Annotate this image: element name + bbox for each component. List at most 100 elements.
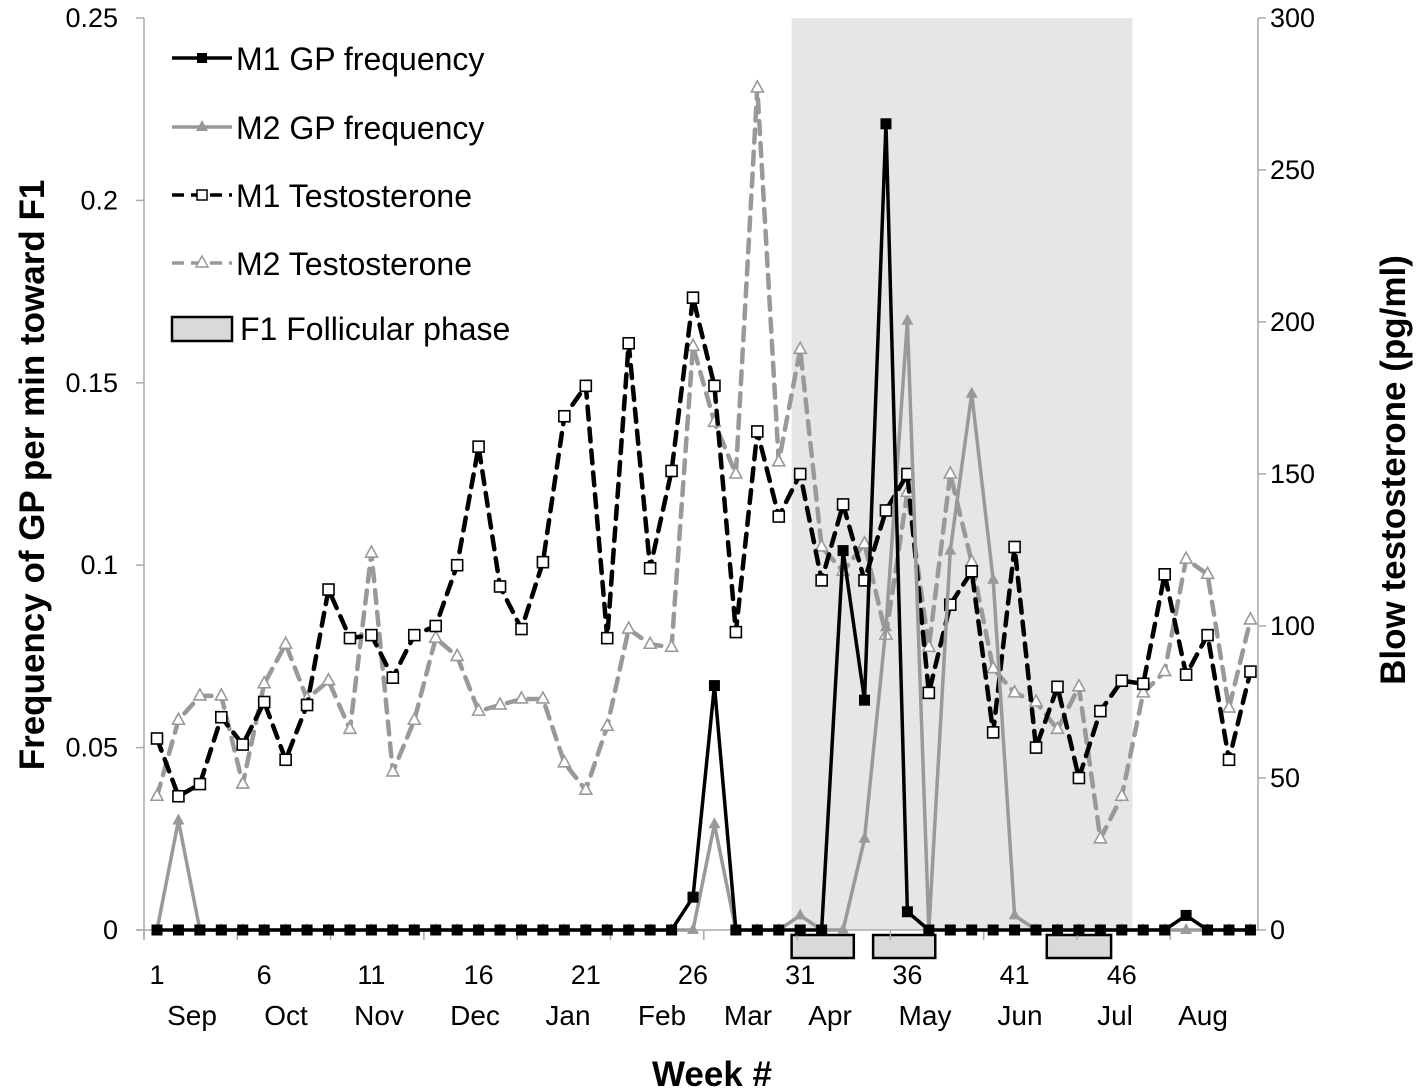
data-point-m1-gp-frequency [1180,909,1192,921]
data-point-m2-testosterone [149,787,165,802]
data-point-m1-testosterone [708,379,721,393]
data-point-m1-testosterone [600,631,614,645]
data-point-m1-gp-frequency [151,924,163,936]
y-left-tick-label: 0.2 [80,185,118,215]
data-point-m1-testosterone [622,336,635,350]
legend-marker-filled-triangle [196,120,208,131]
data-point-m1-gp-frequency [237,924,249,936]
data-point-m2-testosterone [1178,550,1194,564]
data-point-m2-testosterone [557,754,572,768]
data-point-m1-gp-frequency [601,924,613,936]
x-tick-label: 21 [571,960,601,990]
y-axis-right-title: Blow testosterone (pg/ml) [1374,255,1413,685]
y-axis-left-title: Frequency of GP per min toward F1 [13,180,52,771]
data-point-m2-testosterone [749,79,765,93]
data-point-m2-testosterone [792,340,808,355]
data-point-m2-testosterone [814,538,829,552]
data-point-m1-testosterone [236,738,250,751]
data-point-m1-gp-frequency [751,924,763,936]
y-right-tick-label: 150 [1270,459,1315,489]
data-point-m2-testosterone [857,535,872,549]
x-month-label: Apr [808,1000,852,1031]
data-point-m2-gp-frequency [858,831,871,843]
x-tick-label: 26 [678,960,708,990]
data-point-m1-gp-frequency [172,924,184,936]
x-tick-label: 11 [357,960,385,990]
data-point-m1-gp-frequency [644,924,656,936]
data-point-m1-testosterone [1094,704,1107,718]
legend-label: M1 GP frequency [236,41,484,77]
data-point-m1-gp-frequency [280,924,292,936]
data-point-m2-testosterone [213,687,229,701]
data-point-m2-testosterone [514,690,529,704]
data-point-m1-testosterone [643,561,657,575]
data-point-m1-testosterone [751,425,764,438]
data-point-m1-gp-frequency [344,924,356,936]
data-point-m2-gp-frequency [1008,908,1021,920]
data-point-m2-testosterone [278,635,293,650]
data-point-m1-gp-frequency [816,924,828,936]
x-month-label: Jan [545,1000,590,1031]
data-point-m2-testosterone [364,544,379,558]
data-point-m2-testosterone [1221,699,1237,713]
data-point-m1-testosterone [1179,668,1193,681]
data-point-m1-gp-frequency [1051,924,1063,936]
x-tick-label: 6 [257,960,272,990]
follicular-phase-box [1045,933,1113,960]
data-point-m1-testosterone [450,558,464,572]
data-point-m2-testosterone [406,711,422,726]
data-point-m1-gp-frequency [537,924,549,936]
data-point-m1-gp-frequency [1009,924,1021,936]
data-point-m1-gp-frequency [258,924,270,936]
data-point-m1-gp-frequency [494,924,506,936]
data-point-m1-testosterone [1244,665,1257,678]
data-point-m1-testosterone [558,409,571,423]
legend-marker-box [170,315,234,343]
data-point-m1-testosterone [686,291,700,304]
data-point-m2-testosterone [492,696,508,710]
x-month-label: Aug [1178,1000,1228,1031]
data-point-m2-testosterone [321,672,336,686]
legend: M1 GP frequency M2 GP frequency M1 Testo… [170,41,510,347]
data-point-m1-testosterone [729,625,743,639]
data-point-m2-testosterone [578,781,594,795]
data-point-m1-testosterone [1115,674,1129,688]
x-month-label: May [899,1000,952,1031]
data-point-m1-gp-frequency [323,924,335,936]
y-right-tick-label: 0 [1270,915,1285,945]
data-point-m1-testosterone [943,598,957,612]
series-line-m2-testosterone [154,85,1253,842]
data-point-m2-gp-frequency [965,386,978,398]
data-point-m1-gp-frequency [1137,924,1149,936]
data-point-m1-testosterone [1158,568,1171,581]
data-point-m1-gp-frequency [880,118,892,130]
data-point-m2-gp-frequency [987,572,1000,584]
data-point-m2-gp-frequency [901,313,914,325]
data-point-m1-gp-frequency [387,924,399,936]
data-point-m1-gp-frequency [708,680,720,692]
data-point-m2-gp-frequency [794,908,807,920]
data-point-m1-testosterone [836,498,850,511]
series-line-m1-gp-frequency [157,122,1251,932]
y-left-tick-label: 0.25 [65,3,118,33]
y-right-tick-label: 250 [1270,155,1315,185]
data-point-m1-gp-frequency [1244,924,1256,936]
data-point-m2-gp-frequency [708,817,721,829]
data-point-m1-gp-frequency [901,906,913,918]
data-point-m1-testosterone [429,619,443,633]
y-right-tick-label: 100 [1270,611,1315,641]
y-left-tick-label: 0 [103,915,118,945]
data-point-m2-testosterone [385,763,401,777]
data-point-m1-gp-frequency [473,924,485,936]
data-point-m2-gp-frequency [172,813,185,825]
data-point-m1-testosterone [536,555,550,569]
data-point-m1-gp-frequency [301,924,313,936]
data-point-m2-testosterone [985,659,1001,674]
data-point-m2-testosterone [235,775,251,789]
x-month-label: Dec [450,1000,500,1031]
data-point-m1-testosterone [322,583,335,596]
data-point-m2-testosterone [1007,684,1022,698]
legend-item-m1-testosterone: M1 Testosterone [172,178,472,214]
data-point-m1-testosterone [386,671,400,684]
y-right-tick-label: 200 [1270,307,1315,337]
